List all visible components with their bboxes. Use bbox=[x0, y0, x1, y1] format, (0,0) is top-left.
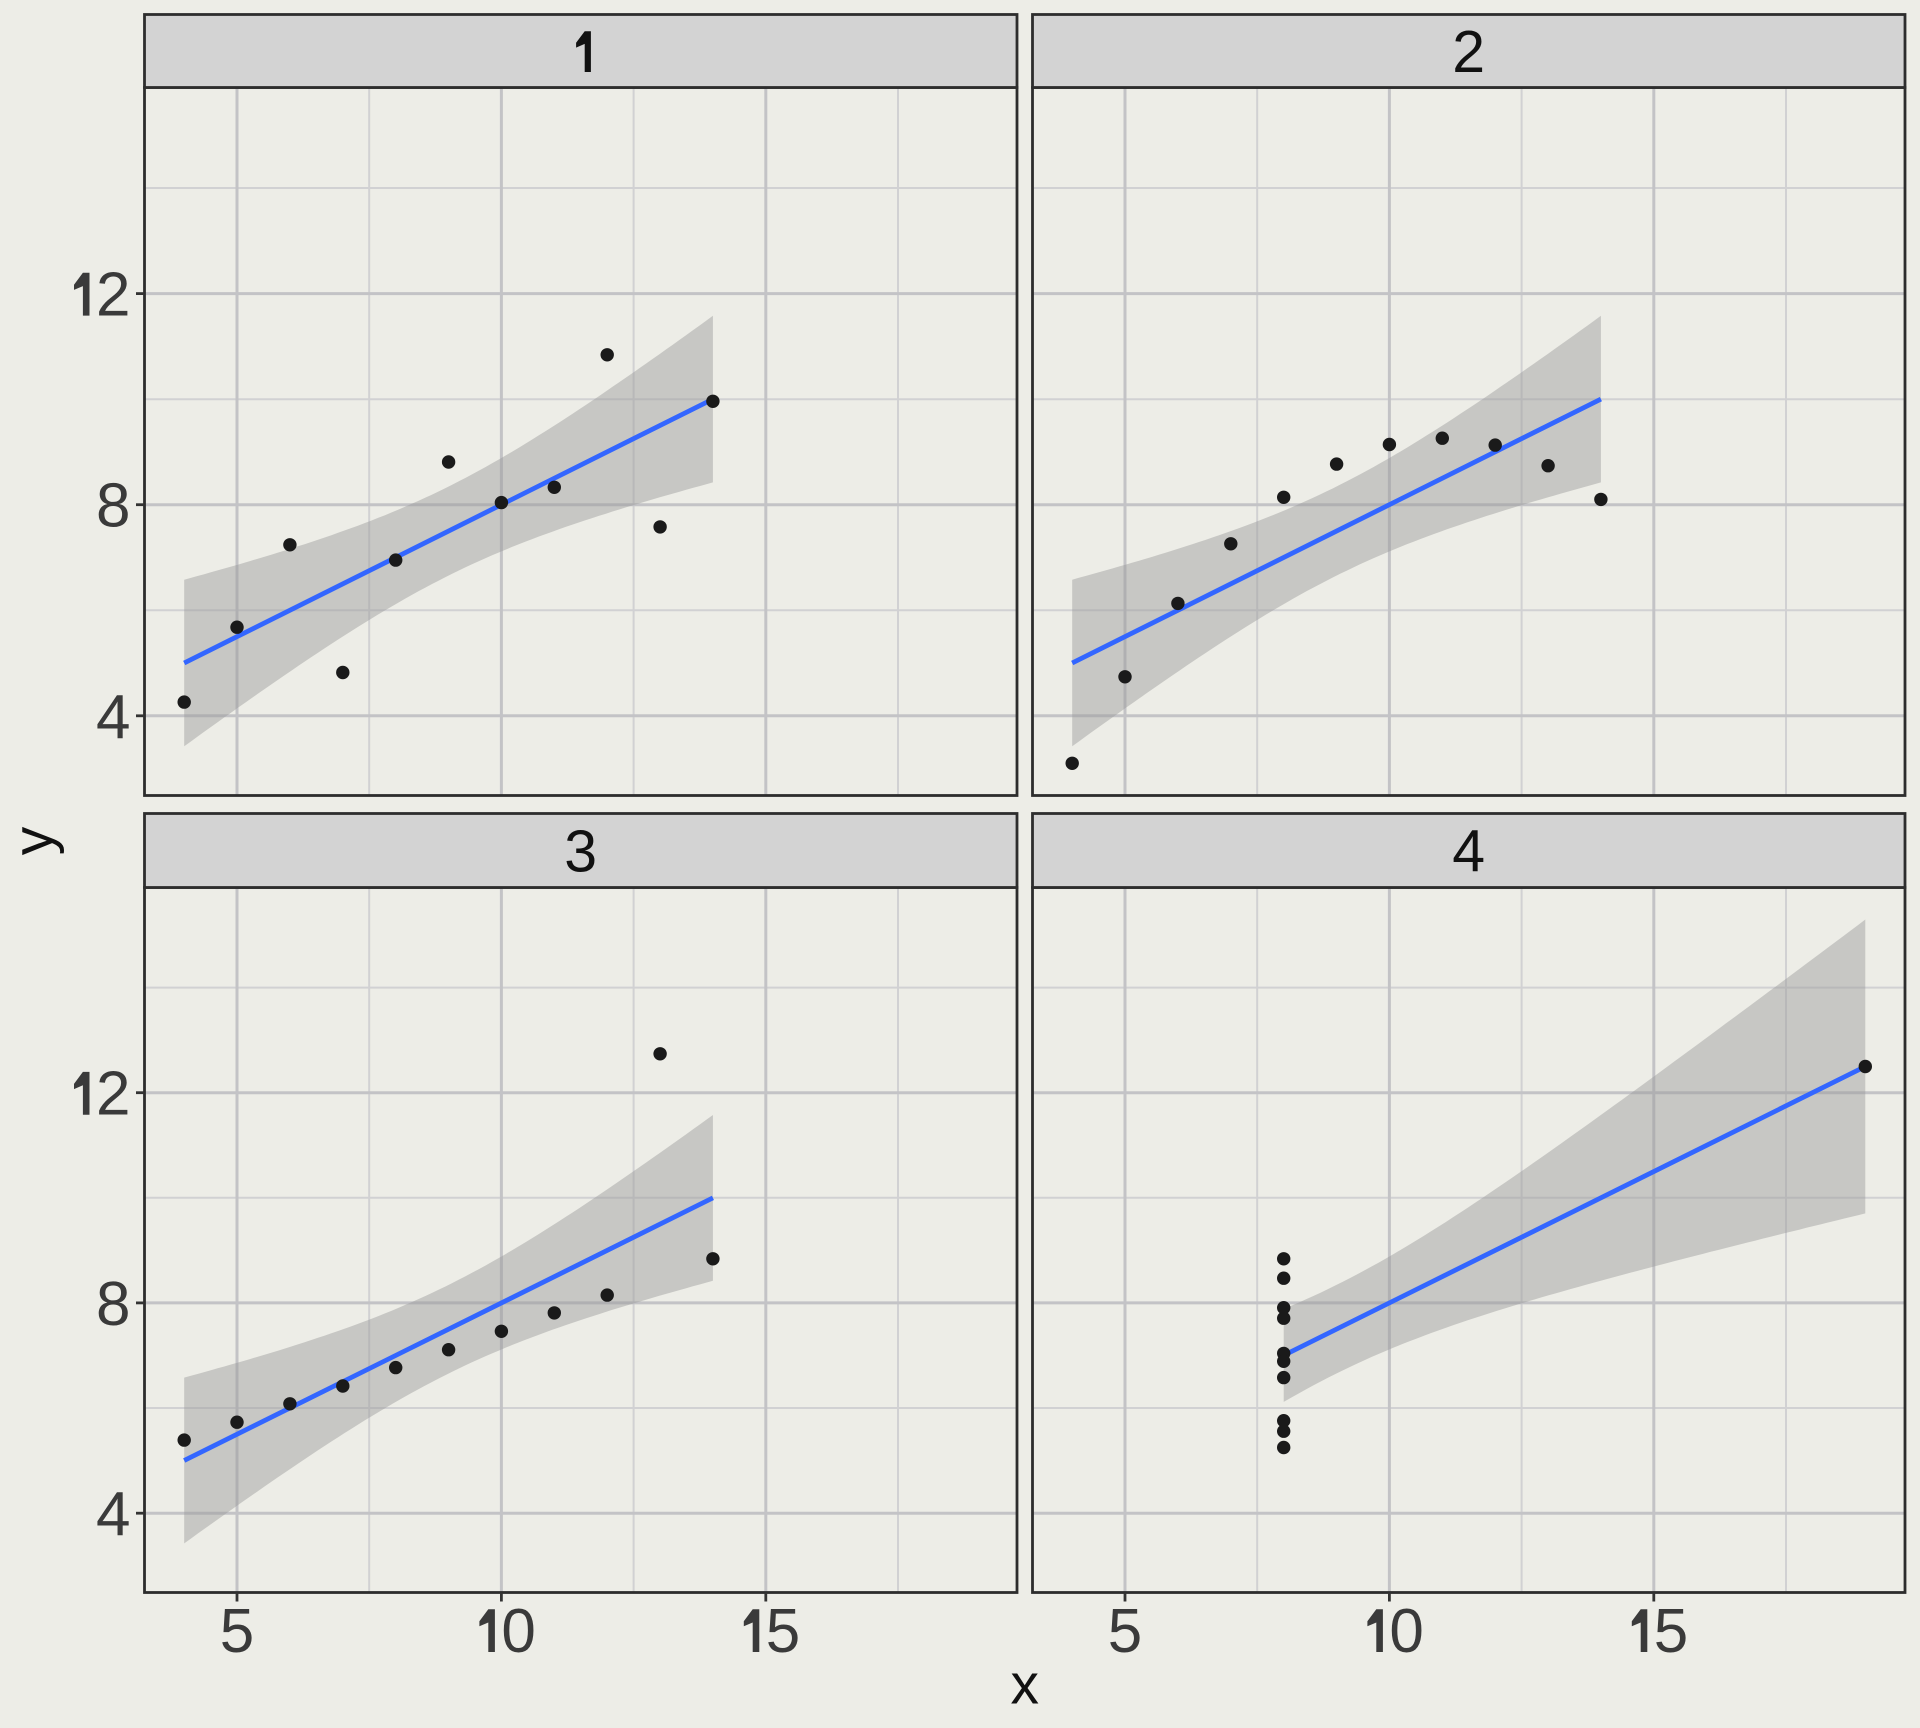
svg-text:4: 4 bbox=[1452, 819, 1485, 885]
svg-text:5: 5 bbox=[1108, 1597, 1142, 1666]
svg-text:2: 2 bbox=[96, 261, 130, 330]
svg-text:y: y bbox=[1, 826, 65, 855]
svg-text:8: 8 bbox=[96, 472, 130, 541]
svg-text:5: 5 bbox=[1654, 1597, 1688, 1666]
svg-text:5: 5 bbox=[766, 1597, 800, 1666]
svg-text:0: 0 bbox=[1389, 1597, 1423, 1666]
svg-text:2: 2 bbox=[1452, 19, 1485, 85]
svg-text:x: x bbox=[1010, 1653, 1039, 1717]
svg-text:8: 8 bbox=[96, 1270, 130, 1339]
svg-text:4: 4 bbox=[96, 683, 130, 752]
svg-text:5: 5 bbox=[220, 1597, 254, 1666]
svg-text:4: 4 bbox=[96, 1480, 130, 1549]
svg-text:2: 2 bbox=[96, 1060, 130, 1129]
svg-text:3: 3 bbox=[564, 819, 597, 885]
svg-text:0: 0 bbox=[501, 1597, 535, 1666]
